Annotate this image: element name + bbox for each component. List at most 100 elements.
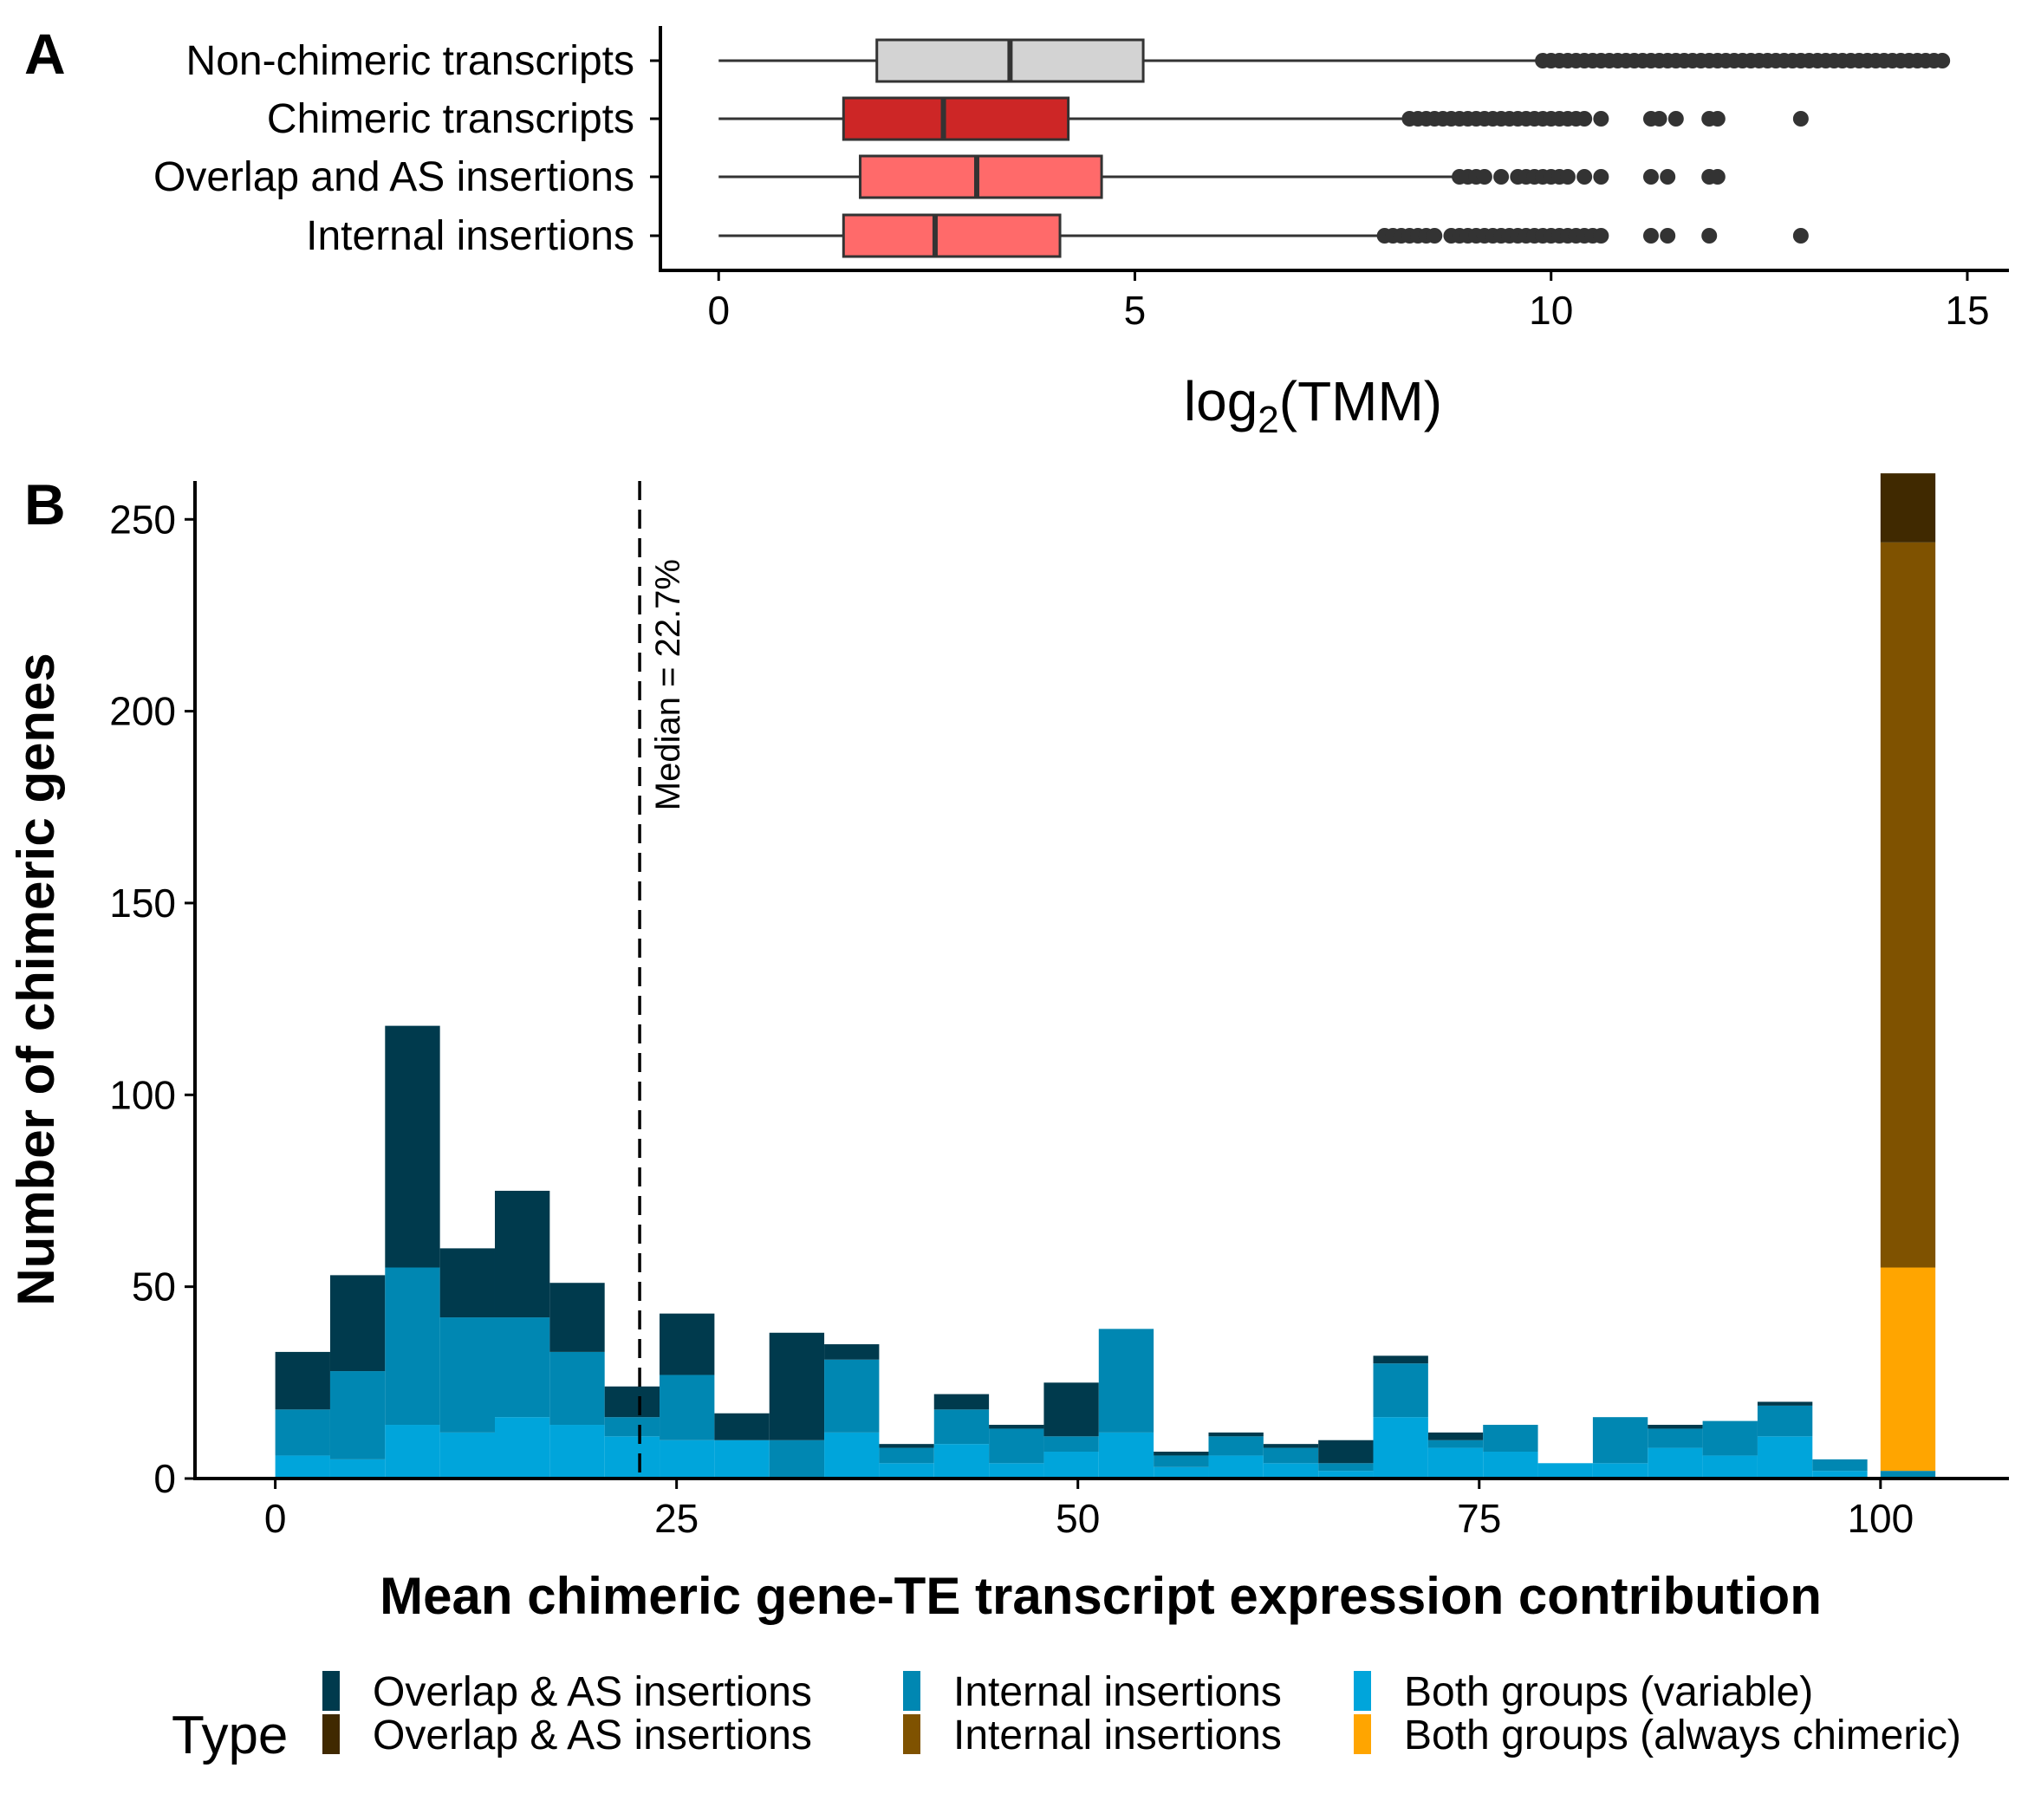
- bar-segment: [1880, 473, 1936, 543]
- bar-segment: [329, 1371, 386, 1459]
- panel-a-label: A: [24, 22, 66, 86]
- panel-a-axes: [650, 26, 2009, 272]
- outlier-point: [1642, 228, 1659, 244]
- outlier-point: [1709, 169, 1726, 185]
- box-row-2: [718, 154, 1726, 199]
- bar-segment: [1648, 1447, 1703, 1479]
- bar-segment: [989, 1425, 1044, 1429]
- bar-segment: [933, 1409, 990, 1445]
- bar-segment: [1208, 1436, 1264, 1456]
- category-label: Chimeric transcripts: [267, 96, 634, 142]
- legend-label: Overlap & AS insertions: [373, 1713, 812, 1758]
- x-tick-label: 5: [1124, 288, 1147, 333]
- box: [842, 96, 1070, 141]
- bar-segment: [1318, 1471, 1374, 1479]
- bar-segment: [1427, 1447, 1484, 1479]
- bar-segment: [1880, 1267, 1936, 1472]
- outlier-point: [1593, 169, 1609, 185]
- y-tick-label: 50: [132, 1264, 176, 1310]
- bar-segment: [824, 1432, 880, 1479]
- bar-segment: [1263, 1447, 1319, 1464]
- legend-title: Type: [172, 1706, 288, 1765]
- outlier-point: [1660, 228, 1676, 244]
- panel-b-x-ticks: 0 25 50 75 100: [264, 1479, 1914, 1541]
- category-labels: Non-chimeric transcripts Chimeric transcr…: [153, 38, 634, 259]
- box-row-1: [718, 96, 1809, 141]
- bar-segment: [439, 1317, 495, 1433]
- panel-b-y-ticks: 0 50 100 150 200 250: [109, 497, 195, 1501]
- panel-a-x-ticks: 0 5 10 15: [707, 270, 1990, 333]
- legend-label: Overlap & AS insertions: [373, 1669, 812, 1715]
- bar-segment: [714, 1440, 770, 1479]
- bar-segment: [494, 1190, 550, 1318]
- y-tick-label: 150: [109, 881, 176, 926]
- bar-segment: [329, 1275, 386, 1372]
- panel-a-x-axis-title: log2(TMM): [1184, 370, 1442, 441]
- outlier-point: [1576, 111, 1593, 127]
- bar-segment: [549, 1351, 605, 1426]
- outlier-point: [1934, 53, 1951, 68]
- bar-segment: [824, 1359, 880, 1433]
- legend: Type Overlap & AS insertions Internal ins…: [172, 1669, 1961, 1765]
- outlier-point: [1651, 111, 1667, 127]
- box-row-3: [718, 213, 1809, 258]
- x-tick-label: 75: [1457, 1496, 1501, 1541]
- x-tick-label: 50: [1056, 1496, 1100, 1541]
- bar-segment: [1373, 1355, 1428, 1364]
- bar-segment: [1592, 1417, 1648, 1464]
- panel-b-x-axis-title: Mean chimeric gene-TE transcript express…: [380, 1567, 1822, 1625]
- y-tick-label: 0: [153, 1456, 176, 1501]
- outlier-point: [1576, 169, 1593, 185]
- histogram-bars: [275, 473, 1936, 1479]
- outlier-point: [1792, 228, 1809, 244]
- bar-segment: [1373, 1417, 1428, 1479]
- bar-segment: [1154, 1452, 1209, 1456]
- bar-segment: [1043, 1382, 1099, 1437]
- outlier-point: [1476, 169, 1492, 185]
- box: [842, 213, 1062, 258]
- bar-segment: [494, 1317, 550, 1418]
- x-tick-label: 10: [1529, 288, 1573, 333]
- bar-segment: [933, 1394, 990, 1410]
- bar-segment: [933, 1444, 990, 1479]
- bar-segment: [385, 1267, 440, 1426]
- y-tick-label: 100: [109, 1072, 176, 1117]
- bar-segment: [385, 1025, 440, 1268]
- bar-segment: [1880, 542, 1936, 1268]
- outlier-point: [1593, 228, 1609, 244]
- bar-segment: [549, 1425, 605, 1479]
- bar-segment: [1427, 1432, 1484, 1440]
- bar-segment: [1757, 1401, 1813, 1406]
- bar-segment: [1043, 1436, 1099, 1453]
- bar-segment: [824, 1344, 880, 1360]
- category-label: Overlap and AS insertions: [153, 154, 634, 200]
- box-row-0: [718, 38, 1951, 83]
- outlier-point: [1709, 111, 1726, 127]
- bar-segment: [1648, 1428, 1703, 1448]
- legend-swatch: [322, 1671, 340, 1711]
- x-tick-label: 0: [707, 288, 730, 333]
- bar-segment: [879, 1444, 934, 1448]
- median-label: Median = 22.7%: [649, 559, 687, 810]
- panel-b-y-axis-title: Number of chimeric genes: [7, 653, 65, 1306]
- outlier-point: [1493, 169, 1510, 185]
- bar-segment: [879, 1463, 934, 1479]
- bar-segment: [275, 1351, 330, 1410]
- outlier-point: [1660, 169, 1676, 185]
- bar-segment: [1318, 1440, 1374, 1464]
- legend-label: Internal insertions: [953, 1713, 1282, 1758]
- bar-segment: [1318, 1463, 1374, 1472]
- x-tick-label: 15: [1945, 288, 1989, 333]
- legend-swatch: [1354, 1714, 1371, 1754]
- bar-segment: [1154, 1455, 1209, 1467]
- outlier-point: [1642, 169, 1659, 185]
- bar-segment: [439, 1432, 495, 1479]
- legend-swatch: [322, 1714, 340, 1754]
- bar-segment: [1592, 1463, 1648, 1479]
- bar-segment: [714, 1413, 770, 1440]
- bar-segment: [1098, 1432, 1154, 1479]
- median-line: Median = 22.7%: [638, 481, 687, 1479]
- bar-segment: [769, 1440, 825, 1479]
- bar-segment: [1208, 1455, 1264, 1479]
- bar-segment: [1757, 1405, 1813, 1437]
